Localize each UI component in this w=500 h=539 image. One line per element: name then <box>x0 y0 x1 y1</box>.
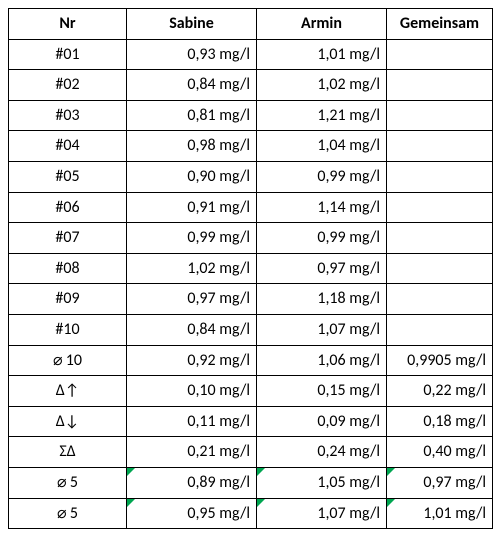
cell-gemeinsam: 0,40 mg/l <box>387 437 493 468</box>
cell-gemeinsam: 0,22 mg/l <box>387 376 493 407</box>
data-table: Nr Sabine Armin Gemeinsam #010,93 mg/l1,… <box>8 8 493 529</box>
cell-sabine: 0,90 mg/l <box>127 161 257 192</box>
cell-gemeinsam <box>387 284 493 315</box>
cell-armin: 1,02 mg/l <box>257 70 387 101</box>
cell-gemeinsam <box>387 253 493 284</box>
cell-nr: #02 <box>9 70 127 101</box>
cell-nr: #06 <box>9 192 127 223</box>
cell-sabine: 0,10 mg/l <box>127 376 257 407</box>
cell-sabine: 0,84 mg/l <box>127 70 257 101</box>
cell-armin: 1,07 mg/l <box>257 498 387 529</box>
cell-sabine: 0,97 mg/l <box>127 284 257 315</box>
cell-sabine: 0,93 mg/l <box>127 39 257 70</box>
cell-armin: 1,01 mg/l <box>257 39 387 70</box>
cell-gemeinsam <box>387 192 493 223</box>
table-row: #030,81 mg/l1,21 mg/l <box>9 100 493 131</box>
table-row: ⌀ 50,95 mg/l1,07 mg/l1,01 mg/l <box>9 498 493 529</box>
table-row: #050,90 mg/l0,99 mg/l <box>9 161 493 192</box>
cell-sabine: 0,84 mg/l <box>127 314 257 345</box>
cell-nr: #01 <box>9 39 127 70</box>
cell-armin: 1,21 mg/l <box>257 100 387 131</box>
table-row: #081,02 mg/l0,97 mg/l <box>9 253 493 284</box>
cell-armin: 1,07 mg/l <box>257 314 387 345</box>
cell-nr: ΣΔ <box>9 437 127 468</box>
table-row: ⌀ 100,92 mg/l1,06 mg/l0,9905 mg/l <box>9 345 493 376</box>
cell-gemeinsam: 1,01 mg/l <box>387 498 493 529</box>
cell-armin: 0,97 mg/l <box>257 253 387 284</box>
table-row: #070,99 mg/l0,99 mg/l <box>9 223 493 254</box>
cell-armin: 0,99 mg/l <box>257 161 387 192</box>
cell-sabine: 0,99 mg/l <box>127 223 257 254</box>
cell-gemeinsam: 0,97 mg/l <box>387 467 493 498</box>
cell-nr: #07 <box>9 223 127 254</box>
cell-gemeinsam <box>387 223 493 254</box>
cell-nr: #05 <box>9 161 127 192</box>
col-header-armin: Armin <box>257 9 387 40</box>
cell-nr: ⌀ 5 <box>9 467 127 498</box>
cell-armin: 0,09 mg/l <box>257 406 387 437</box>
cell-gemeinsam: 0,18 mg/l <box>387 406 493 437</box>
header-row: Nr Sabine Armin Gemeinsam <box>9 9 493 40</box>
table-row: ΣΔ0,21 mg/l0,24 mg/l0,40 mg/l <box>9 437 493 468</box>
cell-nr: Δ↓ <box>9 406 127 437</box>
cell-sabine: 0,92 mg/l <box>127 345 257 376</box>
cell-nr: ⌀ 10 <box>9 345 127 376</box>
cell-nr: #10 <box>9 314 127 345</box>
col-header-sabine: Sabine <box>127 9 257 40</box>
cell-nr: ⌀ 5 <box>9 498 127 529</box>
cell-armin: 1,05 mg/l <box>257 467 387 498</box>
cell-armin: 0,24 mg/l <box>257 437 387 468</box>
cell-sabine: 1,02 mg/l <box>127 253 257 284</box>
table-row: #040,98 mg/l1,04 mg/l <box>9 131 493 162</box>
col-header-nr: Nr <box>9 9 127 40</box>
cell-nr: #04 <box>9 131 127 162</box>
cell-sabine: 0,11 mg/l <box>127 406 257 437</box>
cell-gemeinsam <box>387 314 493 345</box>
cell-gemeinsam <box>387 131 493 162</box>
cell-armin: 1,18 mg/l <box>257 284 387 315</box>
cell-sabine: 0,81 mg/l <box>127 100 257 131</box>
cell-sabine: 0,91 mg/l <box>127 192 257 223</box>
cell-armin: 0,15 mg/l <box>257 376 387 407</box>
table-body: #010,93 mg/l1,01 mg/l#020,84 mg/l1,02 mg… <box>9 39 493 529</box>
cell-gemeinsam <box>387 100 493 131</box>
cell-armin: 1,04 mg/l <box>257 131 387 162</box>
table-row: #100,84 mg/l1,07 mg/l <box>9 314 493 345</box>
table-row: ⌀ 50,89 mg/l1,05 mg/l0,97 mg/l <box>9 467 493 498</box>
cell-nr: #03 <box>9 100 127 131</box>
cell-armin: 0,99 mg/l <box>257 223 387 254</box>
cell-nr: #08 <box>9 253 127 284</box>
table-row: #090,97 mg/l1,18 mg/l <box>9 284 493 315</box>
table-row: Δ↓0,11 mg/l0,09 mg/l0,18 mg/l <box>9 406 493 437</box>
cell-nr: Δ↑ <box>9 376 127 407</box>
cell-gemeinsam <box>387 70 493 101</box>
cell-sabine: 0,21 mg/l <box>127 437 257 468</box>
table-row: #020,84 mg/l1,02 mg/l <box>9 70 493 101</box>
col-header-gemeinsam: Gemeinsam <box>387 9 493 40</box>
cell-nr: #09 <box>9 284 127 315</box>
cell-armin: 1,14 mg/l <box>257 192 387 223</box>
cell-sabine: 0,89 mg/l <box>127 467 257 498</box>
cell-gemeinsam <box>387 39 493 70</box>
cell-sabine: 0,98 mg/l <box>127 131 257 162</box>
table-row: #060,91 mg/l1,14 mg/l <box>9 192 493 223</box>
table-row: #010,93 mg/l1,01 mg/l <box>9 39 493 70</box>
cell-gemeinsam <box>387 161 493 192</box>
cell-gemeinsam: 0,9905 mg/l <box>387 345 493 376</box>
table-row: Δ↑0,10 mg/l0,15 mg/l0,22 mg/l <box>9 376 493 407</box>
cell-sabine: 0,95 mg/l <box>127 498 257 529</box>
cell-armin: 1,06 mg/l <box>257 345 387 376</box>
